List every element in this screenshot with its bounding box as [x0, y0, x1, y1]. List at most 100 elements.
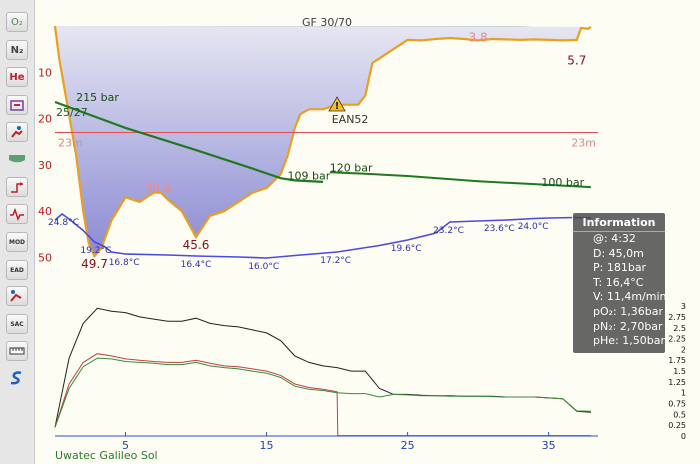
pressure-tick-label: 0.75: [668, 400, 686, 409]
info-row: pN₂: 2,70bar: [593, 319, 663, 333]
pressure-tick-label: 1: [681, 389, 686, 398]
he-gas-button[interactable]: He: [6, 67, 28, 87]
ceiling-area-button[interactable]: [6, 150, 28, 170]
info-box: Information @: 4:32 D: 45,0m P: 181bar T: 1…: [572, 212, 667, 354]
depth-value-label: 45.6: [183, 238, 210, 252]
info-row: P: 181bar: [593, 261, 647, 275]
x-tick-label: 25: [401, 439, 415, 452]
depth-layer: [53, 25, 592, 259]
cylinder-label: 215 bar: [76, 91, 119, 104]
po2-line: [54, 307, 591, 428]
heartrate-icon: [10, 207, 24, 221]
info-row: V: 11,4m/min: [593, 290, 667, 304]
pressure-tick-label: 1.25: [668, 378, 686, 387]
o2-gas-button[interactable]: O₂: [6, 12, 28, 32]
info-title: Information: [573, 213, 665, 232]
scale-icon: [10, 371, 22, 385]
gas-mix-label: 25/27: [56, 106, 88, 119]
temperature-label: 23.2°C: [433, 226, 464, 236]
info-row: @: 4:32: [593, 232, 636, 245]
pressure-tick-label: 0: [681, 432, 686, 441]
o2-icon: O₂: [11, 16, 23, 28]
depth-value-label: 5.7: [567, 53, 586, 67]
cylinder-label: 100 bar: [541, 176, 584, 189]
n2-icon: N₂: [10, 44, 24, 56]
mod-button[interactable]: MOD: [6, 232, 28, 252]
cylinder-label: 120 bar: [330, 161, 373, 174]
heartrate-button[interactable]: [6, 204, 28, 224]
computer-name: Uwatec Galileo Sol: [55, 449, 158, 462]
mod-depth-label-right: 23m: [571, 136, 596, 149]
temperature-line: [54, 212, 591, 259]
ruler-button[interactable]: [6, 341, 28, 361]
pn2-line: [54, 353, 591, 437]
pressure-tick-label: 2.75: [668, 313, 686, 322]
depth-tick-label: 50: [38, 252, 52, 265]
pressure-tick-label: 1.75: [668, 356, 686, 365]
ascent-icon: [11, 182, 23, 193]
axes-layer: 5 15 25 35 10 20 30 40 50 0 0.25 0.50.75 1 1.25 1.5 1.7…: [38, 66, 686, 452]
cylinder-label: 109 bar: [287, 169, 330, 182]
gf-label: GF 30/70: [302, 16, 352, 29]
x-tick-label: 35: [542, 439, 556, 452]
gas-change-button[interactable]: [6, 95, 28, 115]
pressure-tick-label: 2.5: [673, 324, 686, 333]
pressure-tick-label: 2.25: [668, 335, 686, 344]
gas-switch-icon: [10, 100, 24, 111]
depth-value-label: 39.4: [145, 182, 172, 196]
depth-value-label: 3.8: [469, 31, 488, 45]
temperature-label: 16.0°C: [248, 262, 279, 272]
pressure-tick-label: 0.5: [673, 410, 686, 419]
cylinder-1-line: [54, 100, 324, 183]
swimmer-icon: [10, 290, 22, 302]
depth-area: [55, 26, 591, 257]
info-row: pHe: 1,50bar: [593, 334, 665, 348]
warning-icon: [328, 96, 346, 112]
temperature-label: 24.8°C: [48, 218, 79, 228]
temperature-label: 24.0°C: [518, 222, 549, 232]
ead-icon: EAD: [10, 266, 24, 274]
he-icon: He: [9, 71, 25, 83]
dive-planner-button[interactable]: [6, 286, 28, 306]
temperature-label: 19.2°C: [80, 246, 111, 256]
mod-icon: MOD: [8, 238, 26, 246]
x-tick-label: 5: [122, 439, 129, 452]
temperature-label: 17.2°C: [320, 256, 351, 266]
temperature-label: 19.6°C: [391, 244, 422, 254]
sac-icon: SAC: [10, 320, 24, 328]
info-row: T: 16,4°C: [593, 275, 644, 289]
info-row: D: 45,0m: [593, 246, 644, 260]
temperature-label: 23.6°C: [484, 224, 515, 234]
ead-button[interactable]: EAD: [6, 260, 28, 280]
depth-value-label: 49.7: [81, 257, 108, 271]
info-rows: @: 4:32 D: 45,0m P: 181bar T: 16,4°C V: 11,4…: [573, 232, 667, 349]
gas-change-label: EAN52: [332, 113, 369, 126]
lines-layer: !: [54, 96, 598, 437]
warning-icon-mark: !: [335, 101, 340, 112]
diver-icon: [11, 126, 23, 138]
depth-tick-label: 30: [38, 159, 52, 172]
depth-tick-label: 40: [38, 205, 52, 218]
mod-depth-label-left: 23m: [58, 136, 83, 149]
pressure-tick-label: 2: [681, 345, 686, 354]
depth-line: [53, 25, 592, 259]
diver-profile-button[interactable]: [6, 122, 28, 142]
info-row: pO₂: 1,36bar: [593, 304, 663, 318]
temperature-label: 16.8°C: [109, 258, 140, 268]
n2-gas-button[interactable]: N₂: [6, 40, 28, 60]
depth-tick-label: 10: [38, 66, 52, 79]
x-tick-label: 15: [260, 439, 274, 452]
pressure-tick-label: 1.5: [673, 367, 686, 376]
ascent-rate-button[interactable]: [6, 177, 28, 197]
depth-tick-label: 20: [38, 113, 52, 126]
pressure-tick-label: 3: [681, 302, 686, 311]
cylinder-2-line: [329, 171, 591, 189]
pressure-tick-label: 0.25: [668, 421, 686, 430]
scale-button[interactable]: [6, 368, 28, 388]
ruler-icon: [9, 347, 25, 355]
sac-button[interactable]: SAC: [6, 314, 28, 334]
ceiling-icon: [9, 155, 25, 163]
phe-line: [54, 357, 591, 428]
